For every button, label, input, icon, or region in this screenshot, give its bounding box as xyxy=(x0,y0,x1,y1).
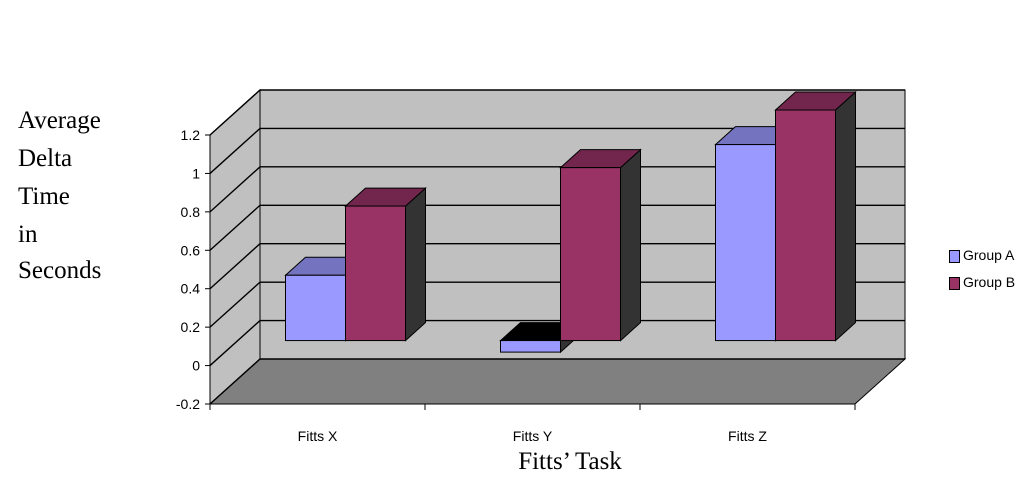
y-tick-label: 1.2 xyxy=(181,127,201,143)
gridline xyxy=(209,319,905,367)
y-axis-label-line: in xyxy=(18,221,38,248)
bar-side xyxy=(620,148,641,342)
bar-front xyxy=(715,144,776,342)
x-tick-label: Fitts Z xyxy=(728,428,767,444)
y-axis-label-line: Seconds xyxy=(18,257,102,284)
legend-label-group-b: Group B xyxy=(963,274,1016,290)
x-axis-label: Fitts’ Task xyxy=(518,448,622,475)
gridline xyxy=(209,358,905,405)
gridline xyxy=(209,127,905,174)
y-axis-label-line: Time xyxy=(18,183,70,210)
legend-swatch-group-a xyxy=(949,250,960,263)
bar-front xyxy=(345,205,406,342)
y-tick-label: 0.2 xyxy=(181,319,201,335)
gridline xyxy=(209,281,905,328)
legend-label-group-a: Group A xyxy=(963,247,1015,263)
x-tick-label: Fitts X xyxy=(298,428,338,444)
gridline xyxy=(209,204,905,251)
gridline xyxy=(209,89,905,136)
y-axis-label-line: Average xyxy=(18,107,101,134)
bar-group-b-fitts-y xyxy=(559,148,642,342)
chart-side-wall xyxy=(209,88,261,406)
y-tick-label: 1 xyxy=(192,165,200,181)
bar-front xyxy=(775,109,836,342)
bar-front xyxy=(500,340,561,353)
y-tick-label: 0.6 xyxy=(181,242,201,258)
gridline xyxy=(209,243,905,290)
bar-side xyxy=(835,90,856,342)
y-tick-label: 0.4 xyxy=(181,281,201,297)
bar-group-b-fitts-z xyxy=(774,90,857,342)
bar-front xyxy=(560,167,621,342)
y-tick-label: -0.2 xyxy=(176,396,200,412)
y-axis-label-line: Delta xyxy=(18,145,73,172)
y-tick-label: 0 xyxy=(192,358,200,374)
gridline xyxy=(209,166,905,213)
legend-swatch-group-b xyxy=(949,277,960,290)
chart-floor xyxy=(208,358,907,405)
x-tick-label: Fitts Y xyxy=(513,428,553,444)
bar-side xyxy=(405,186,426,342)
bar-front xyxy=(285,274,346,342)
y-tick-label: 0.8 xyxy=(181,204,201,220)
bar-group-b-fitts-x xyxy=(344,186,427,342)
